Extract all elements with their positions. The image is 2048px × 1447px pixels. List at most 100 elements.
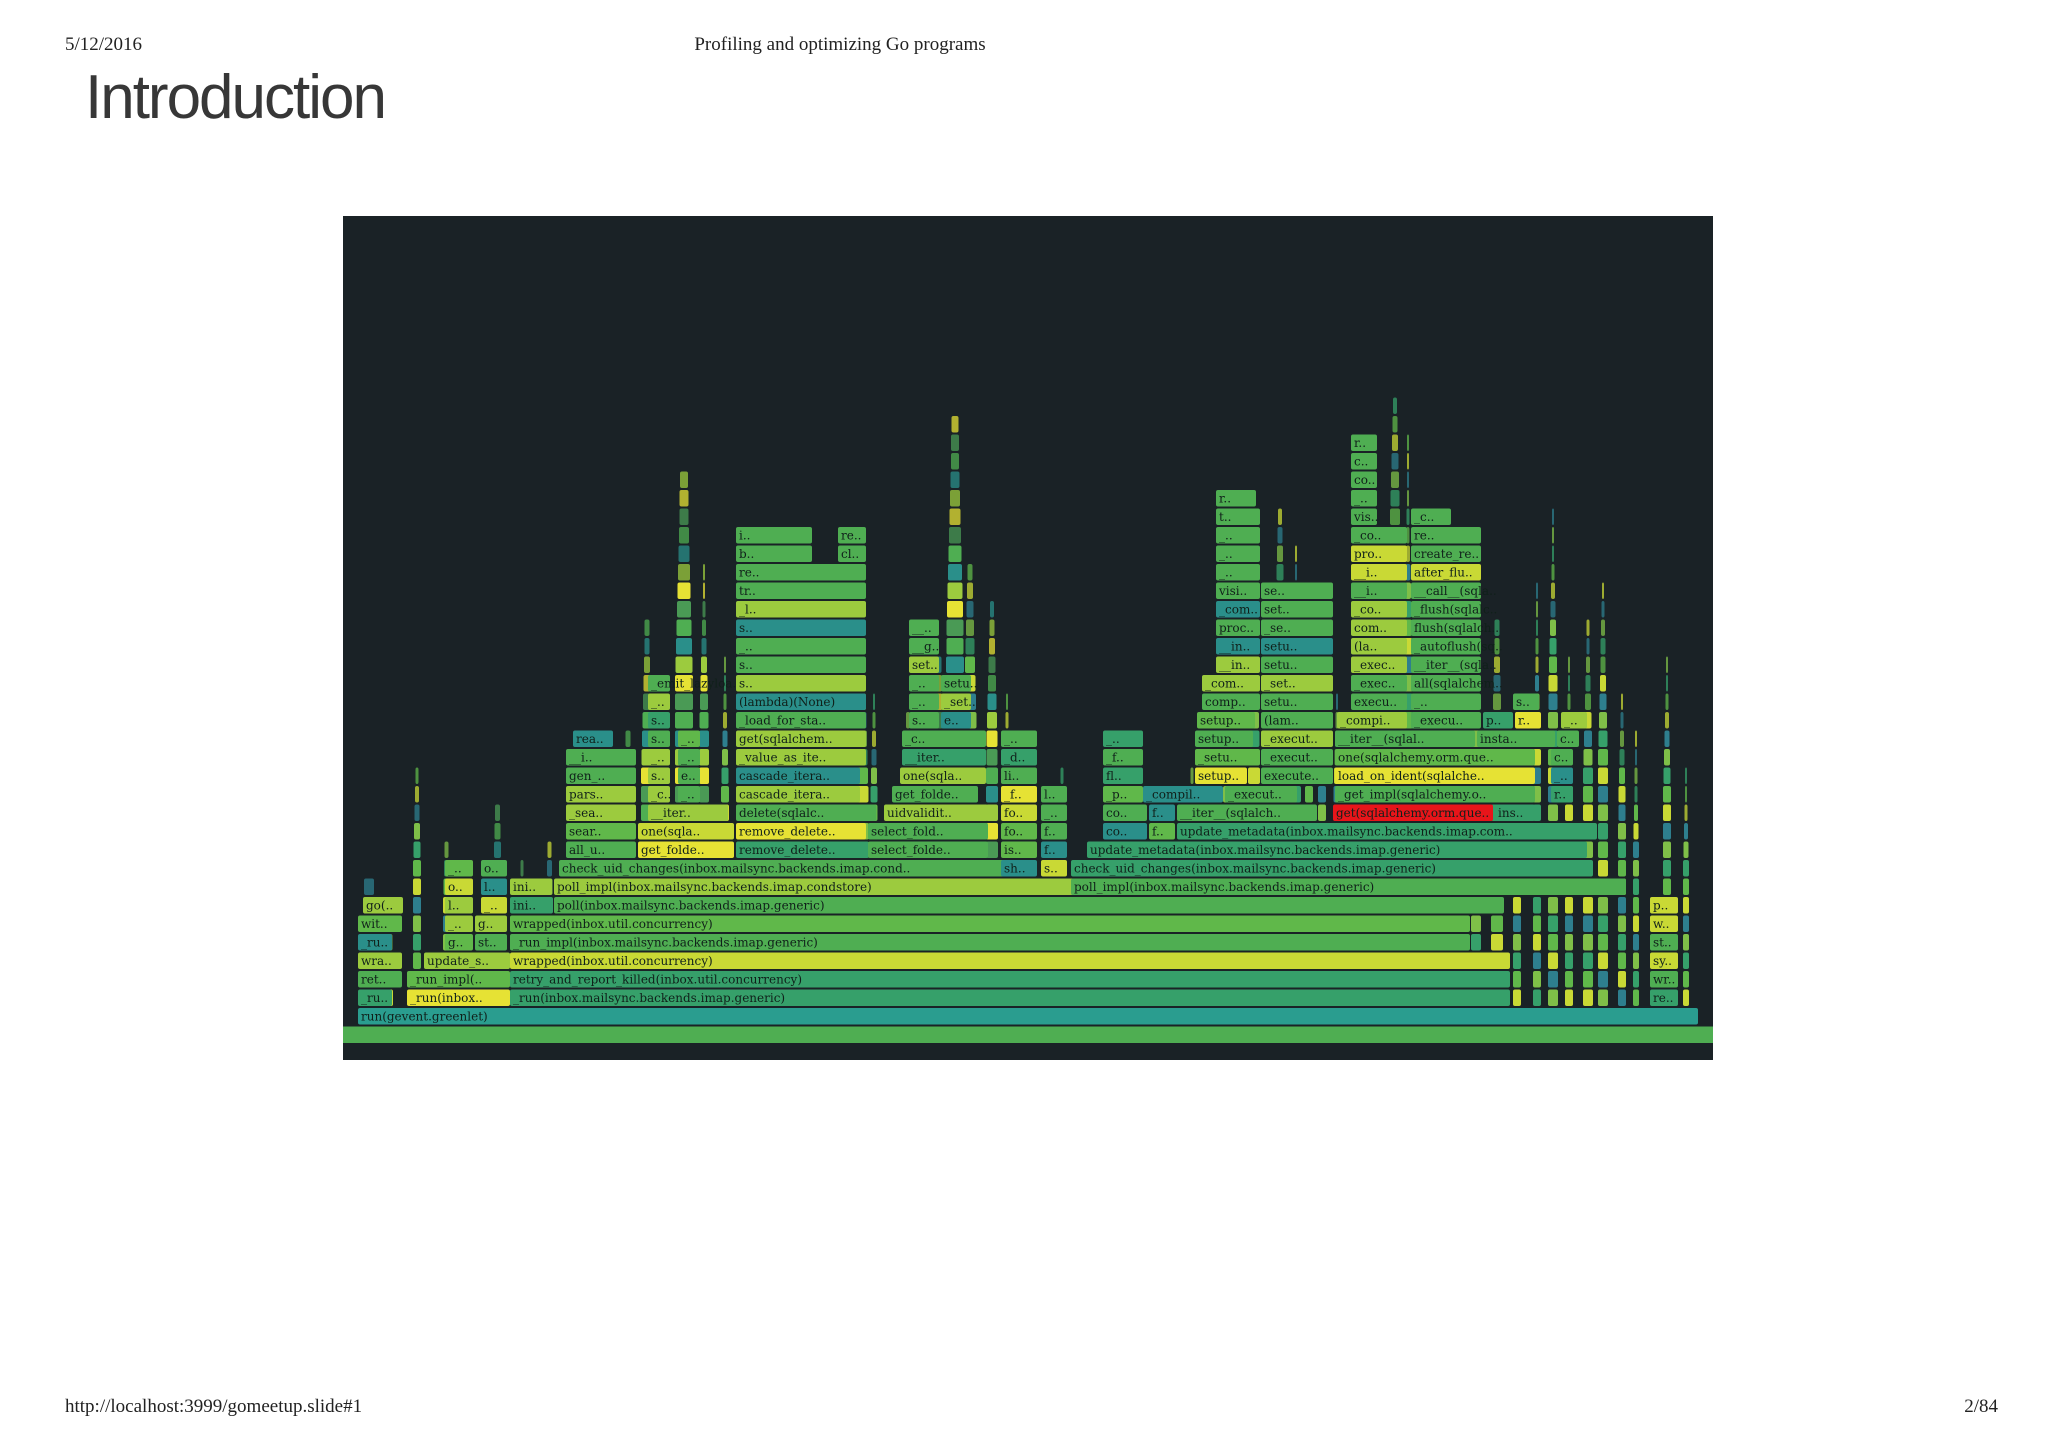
flame-frame[interactable]: l.. <box>481 878 507 896</box>
flame-frame[interactable]: co.. <box>1103 804 1147 822</box>
flame-frame[interactable]: _.. <box>1351 490 1377 507</box>
flame-frame[interactable]: after_flu.. <box>1411 564 1481 581</box>
flame-frame[interactable]: _f.. <box>1001 786 1037 803</box>
flame-frame[interactable]: visi.. <box>1216 582 1260 600</box>
flame-frame[interactable]: f.. <box>1149 823 1175 840</box>
flame-frame[interactable]: wra.. <box>358 952 402 970</box>
flame-frame[interactable]: is.. <box>1001 841 1037 859</box>
flame-frame[interactable]: get(sqlalchemy.orm.que.. <box>1333 804 1493 822</box>
flame-frame[interactable]: poll_impl(inbox.mailsync.backends.imap.g… <box>1071 878 1626 896</box>
flame-frame[interactable]: poll_impl(inbox.mailsync.backends.imap.c… <box>554 878 1098 896</box>
flame-frame[interactable]: re.. <box>736 564 866 581</box>
flame-frame[interactable]: _run(inbox.. <box>407 989 510 1007</box>
flame-frame[interactable]: se.. <box>1261 582 1333 600</box>
flame-frame[interactable]: w.. <box>1650 915 1678 933</box>
flame-frame[interactable]: one(sqla.. <box>638 823 734 840</box>
flame-frame[interactable]: _set.. <box>1261 675 1333 692</box>
flame-frame[interactable]: wrapped(inbox.util.concurrency) <box>510 915 1470 933</box>
flame-frame[interactable]: _compi.. <box>1337 712 1407 729</box>
flame-frame[interactable]: (lambda)(None) <box>736 693 866 711</box>
flame-frame[interactable]: _.. <box>648 749 670 766</box>
flame-frame[interactable]: remove_delete.. <box>736 841 866 859</box>
flame-frame[interactable]: update_s.. <box>424 952 510 970</box>
flame-frame[interactable]: co.. <box>1103 823 1147 840</box>
flame-frame[interactable]: _.. <box>1216 527 1260 544</box>
flame-frame[interactable]: ini.. <box>510 897 552 914</box>
flame-frame[interactable]: retry_and_report_killed(inbox.util.concu… <box>510 971 1510 988</box>
flame-frame[interactable]: go(.. <box>363 897 403 914</box>
flame-frame[interactable]: __iter__(sqla.. <box>1411 656 1497 674</box>
flame-frame[interactable]: setup.. <box>1195 730 1253 748</box>
flame-frame[interactable]: sh.. <box>1001 860 1037 877</box>
flame-frame[interactable]: __.. <box>909 619 939 637</box>
flame-frame[interactable]: s.. <box>736 675 866 692</box>
flame-frame[interactable]: __in.. <box>1216 656 1260 674</box>
flame-frame[interactable]: _.. <box>909 675 939 692</box>
flame-frame[interactable]: _d.. <box>1001 749 1037 766</box>
flame-frame[interactable]: fo.. <box>1001 804 1037 822</box>
flame-frame[interactable]: r.. <box>1216 490 1256 507</box>
flame-frame[interactable]: g.. <box>445 934 473 951</box>
flame-frame[interactable]: pars.. <box>566 786 636 803</box>
flame-frame[interactable]: _.. <box>648 693 670 711</box>
flame-frame[interactable]: setu.. <box>1261 638 1333 655</box>
flame-frame[interactable]: re.. <box>1411 527 1481 544</box>
flame-frame[interactable]: fo.. <box>1001 823 1037 840</box>
flame-frame[interactable]: proc.. <box>1216 619 1260 637</box>
flame-frame[interactable]: _l.. <box>736 601 866 618</box>
flame-frame[interactable]: _ru.. <box>358 989 392 1007</box>
flame-frame[interactable]: one(sqlalchemy.orm.que.. <box>1335 749 1535 766</box>
flame-frame[interactable]: __g.. <box>909 638 939 655</box>
flame-frame[interactable]: _execu.. <box>1411 712 1481 729</box>
flame-frame[interactable]: _set.. <box>941 693 976 711</box>
flame-frame[interactable]: s.. <box>1513 693 1539 711</box>
flame-frame[interactable]: _.. <box>678 786 700 803</box>
flame-frame[interactable]: _exec.. <box>1351 675 1407 692</box>
flame-frame[interactable]: _.. <box>1216 545 1260 563</box>
flame-frame[interactable]: __i.. <box>1351 582 1407 600</box>
flame-frame[interactable]: _.. <box>1041 804 1067 822</box>
flame-frame[interactable]: s.. <box>1041 860 1067 877</box>
flame-frame[interactable]: set.. <box>909 656 939 674</box>
flame-frame[interactable]: update_metadata(inbox.mailsync.backends.… <box>1087 841 1587 859</box>
flame-frame[interactable]: b.. <box>736 545 812 563</box>
flame-frame[interactable]: _.. <box>736 638 866 655</box>
flame-frame[interactable]: l.. <box>1041 786 1067 803</box>
flame-frame[interactable]: o.. <box>481 860 507 877</box>
flame-frame[interactable]: get(sqlalchem.. <box>736 730 866 748</box>
flame-frame[interactable]: (la.. <box>1351 638 1407 655</box>
flame-frame[interactable]: _.. <box>1411 693 1481 711</box>
flame-frame[interactable]: set.. <box>1261 601 1333 618</box>
flame-frame[interactable]: _load_for_sta.. <box>736 712 866 729</box>
flame-frame[interactable]: __iter.. <box>902 749 986 766</box>
flame-frame[interactable]: s.. <box>909 712 939 729</box>
flame-frame[interactable]: sear.. <box>566 823 636 840</box>
flame-frame[interactable]: __call__(sqla.. <box>1411 582 1497 600</box>
flame-frame[interactable]: _.. <box>1216 564 1260 581</box>
flame-frame[interactable]: flush(sqlalch.. <box>1411 619 1499 637</box>
flame-frame[interactable]: _.. <box>445 915 473 933</box>
flame-frame[interactable]: _run(inbox.mailsync.backends.imap.generi… <box>510 989 1510 1007</box>
flame-frame[interactable]: _com.. <box>1216 601 1260 618</box>
flame-frame[interactable]: _setu.. <box>1195 749 1253 766</box>
flame-frame[interactable]: s.. <box>736 619 866 637</box>
flame-frame[interactable]: f.. <box>1041 823 1067 840</box>
flame-frame[interactable]: ret.. <box>358 971 402 988</box>
flame-frame[interactable]: comp.. <box>1202 693 1260 711</box>
flame-frame[interactable]: re.. <box>1650 989 1678 1007</box>
flame-frame[interactable]: e.. <box>678 767 700 785</box>
flame-frame[interactable]: _emit_lazyloa.. <box>648 675 740 692</box>
flame-frame[interactable]: fl.. <box>1103 767 1143 785</box>
flame-frame[interactable]: p.. <box>1650 897 1678 914</box>
flame-frame[interactable]: _exec.. <box>1351 656 1407 674</box>
flame-frame[interactable]: ins.. <box>1495 804 1535 822</box>
flame-frame[interactable]: setu.. <box>941 675 977 692</box>
flame-frame[interactable]: _autoflush(sq.. <box>1411 638 1503 655</box>
flame-frame[interactable]: _.. <box>678 749 700 766</box>
flame-frame[interactable]: f.. <box>1041 841 1067 859</box>
flame-frame[interactable]: cascade_itera.. <box>736 767 860 785</box>
flame-frame[interactable]: _.. <box>909 693 939 711</box>
flame-frame[interactable]: _.. <box>481 897 507 914</box>
flame-frame[interactable]: tr.. <box>736 582 866 600</box>
flame-frame[interactable]: t.. <box>1216 508 1260 526</box>
